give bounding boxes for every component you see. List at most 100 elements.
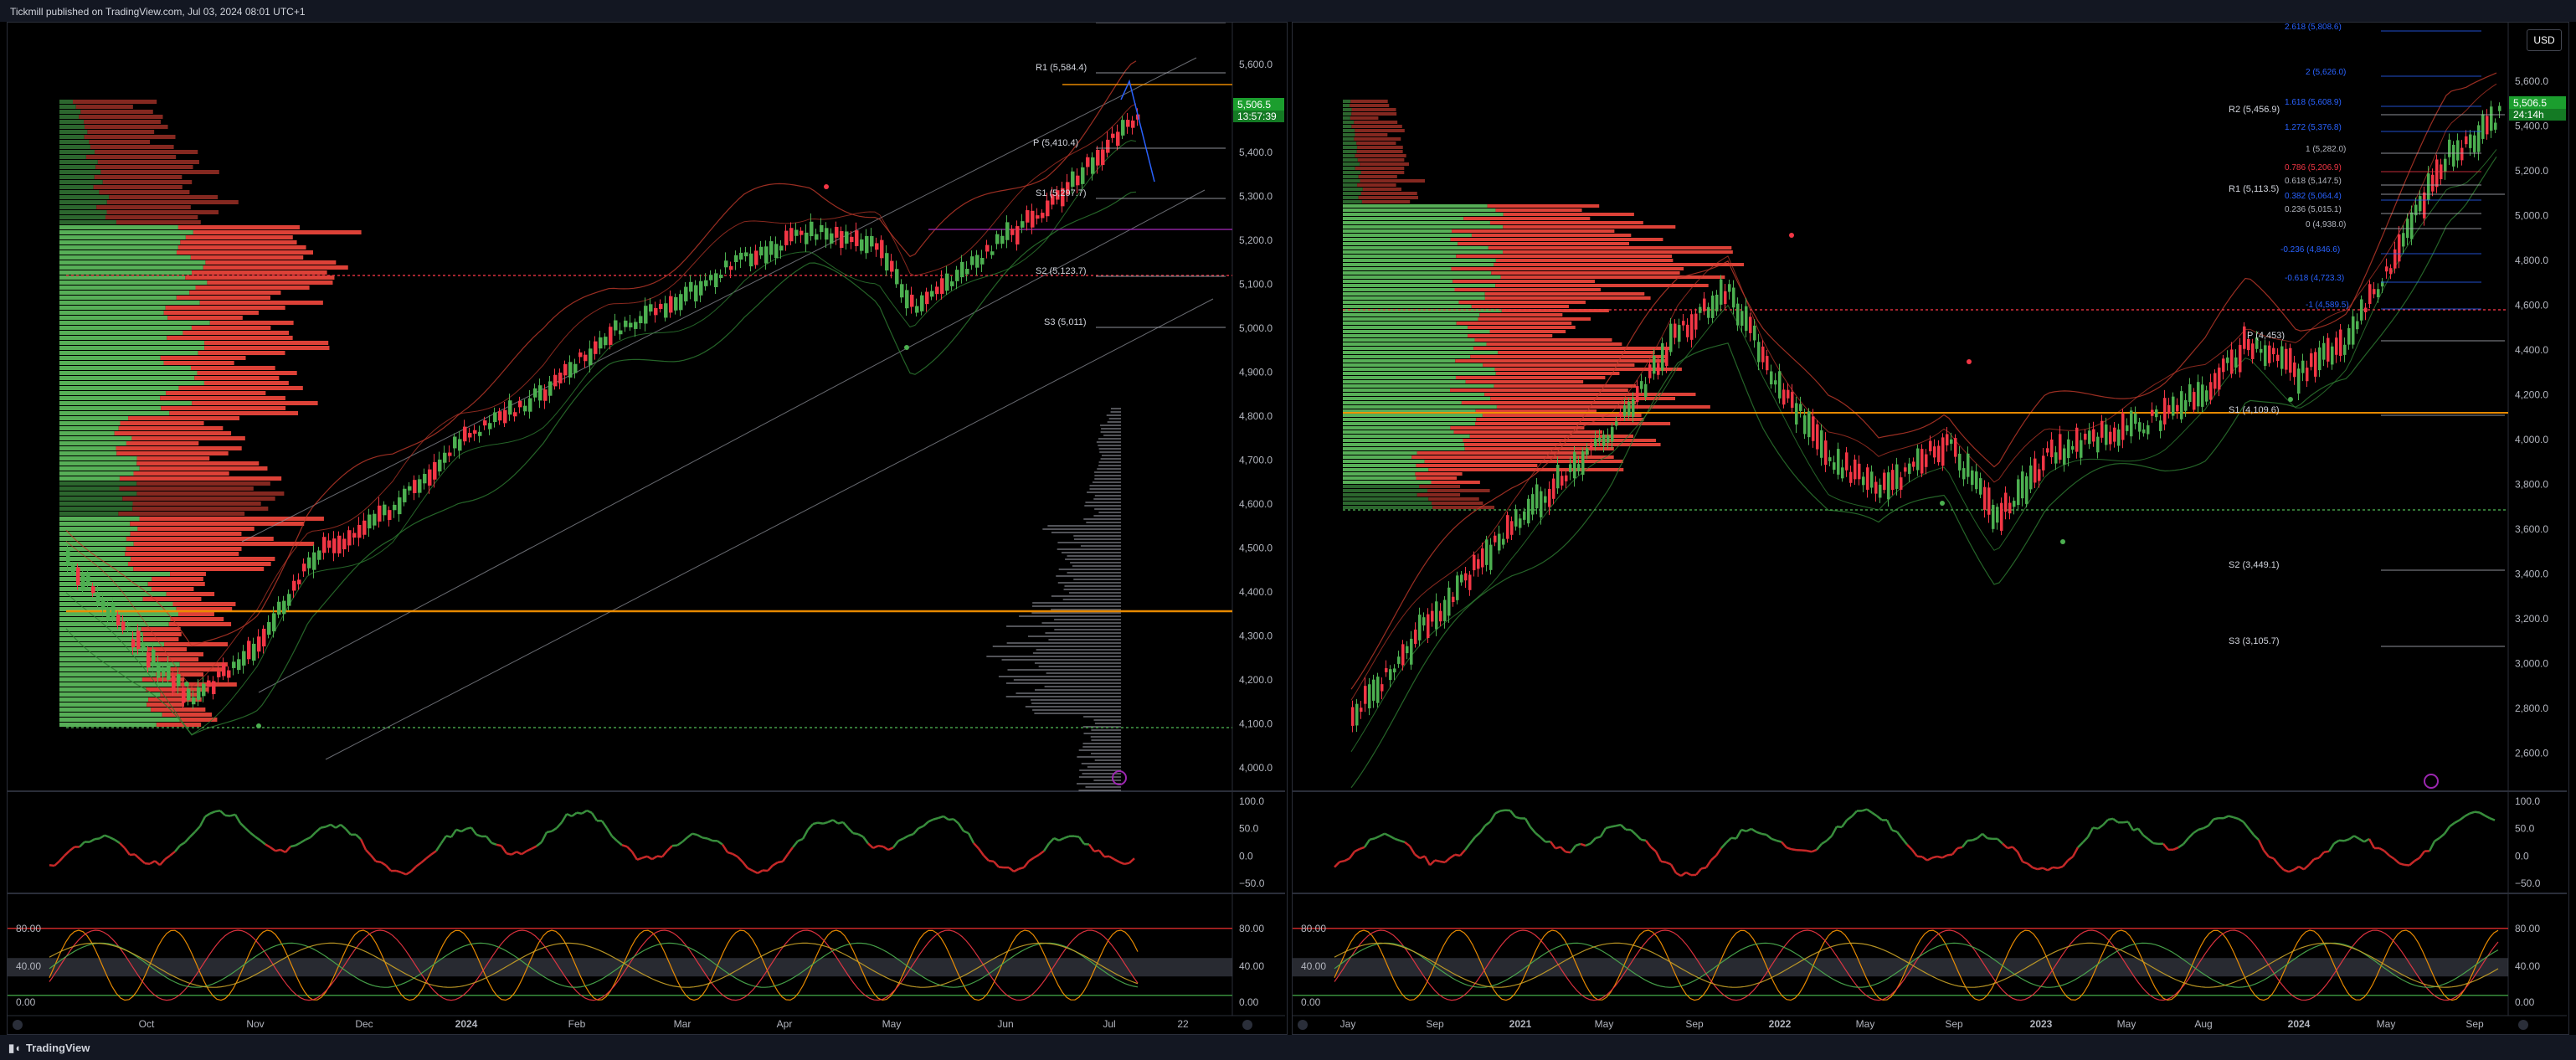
oscillator-line-segment [2489,817,2496,821]
candle [1937,445,1941,463]
oscillator-line-segment [415,862,422,867]
volume-profile-bar-up [59,130,88,134]
session-volume-bar [1054,629,1121,630]
volume-profile-bar-up [59,240,181,244]
candle [1086,157,1090,167]
candle [1360,708,1363,713]
oscillator-line-segment [476,833,482,838]
candle [1715,294,1719,311]
session-volume-bar [1064,585,1121,587]
time-tick-label: Jul [1103,1018,1115,1030]
volume-profile-bar-up [1343,447,1465,450]
candle [523,405,527,412]
volume-profile-bar-down [95,165,193,169]
osc2-tick-label: 40.00 [1239,960,1264,972]
oscillator-line-segment [434,842,443,852]
candle [2414,204,2418,216]
candle [1828,457,1832,461]
candle [2184,399,2188,411]
oscillator-line-segment [521,850,527,856]
candle [2431,174,2435,192]
volume-profile-bar-up [59,270,193,275]
volume-profile-bar-up [1343,238,1451,241]
volume-profile-bar-up [1343,271,1492,275]
candle [578,352,583,358]
candle [1401,644,1405,666]
osc1-tick-label: 0.0 [2515,850,2529,862]
candle [543,389,548,401]
oscillator-line-segment [2002,842,2008,849]
candle [1431,610,1434,622]
oscillator-line-segment [496,843,502,847]
left-chart-panel[interactable]: R2 (5,697.1)R1 (5,584.4)P (5,410.4)S1 (5… [7,22,1288,1035]
session-volume-bar [1093,515,1121,517]
candle [1056,190,1060,200]
volume-profile-bar-down [1452,229,1615,233]
oscillator-line-segment [2071,846,2080,857]
oscillator-line-segment [123,847,131,856]
session-volume-bar [1101,428,1121,430]
candle [2465,136,2468,145]
tradingview-brand[interactable]: ▮◖ TradingView [8,1042,90,1055]
volume-profile-bar-down [1456,322,1572,325]
volume-profile-bar-down [131,436,245,440]
currency-button[interactable]: USD [2527,29,2562,51]
volume-profile-bar-down [1450,238,1663,241]
oscillator-line-segment [1756,831,1762,836]
candle [136,630,141,650]
volume-profile-bar-down [1416,476,1458,480]
candle [1895,464,1899,489]
candle [1690,314,1694,340]
oscillator-line-segment [1811,848,1818,853]
candle [1552,478,1555,499]
candle [116,614,121,625]
pivot-dot [2060,539,2065,544]
session-volume-bar [1034,662,1121,664]
candle [1782,389,1786,405]
volume-profile-bar-up [1343,497,1429,501]
pivot-label: R1 (5,584.4) [1036,63,1087,73]
candle [2469,134,2472,148]
session-volume-bar [1091,753,1121,754]
candle [1883,472,1886,491]
volume-profile-bar-down [147,652,204,656]
oscillator-line-segment [2047,866,2054,872]
volume-profile-bar-down [1451,267,1684,270]
candle [975,255,979,268]
candle [2385,266,2388,272]
candle [2410,212,2414,239]
volume-profile-bar-down [75,105,133,109]
session-volume-bar [1025,706,1121,708]
candle [2080,440,2083,458]
candle [1837,449,1840,475]
volume-profile-bar-up [59,140,90,144]
session-volume-bar [1090,736,1121,738]
volume-profile-bar-up [1343,481,1432,484]
volume-profile-bar-up [1343,158,1358,162]
oscillator-line-segment [2253,834,2260,841]
candle [1975,471,1978,490]
oscillator-line-segment [2243,821,2250,830]
candle [2151,409,2154,416]
candle [1908,463,1911,474]
volume-profile-bar-down [139,466,268,471]
oscillator-line-segment [957,822,965,832]
volume-profile-bar-up [1343,129,1355,132]
volume-profile-bar-up [59,466,140,471]
candle [2134,413,2137,425]
brand-label: TradingView [26,1042,90,1054]
volume-profile-bar-down [168,622,232,626]
oscillator-line-segment [1836,825,1843,829]
candle [935,286,939,295]
right-chart-panel[interactable]: USD R2 (5,456.9) R1 (5,113.5) P (4,453) S1 … [1292,22,2569,1035]
candle [2427,173,2430,200]
candle [2197,382,2200,407]
oscillator-line-segment [1830,826,1838,836]
oscillator-line-segment [1423,855,1432,866]
session-volume-bar [1067,572,1121,574]
candle [2289,347,2292,373]
candle [483,420,487,426]
oscillator-line-segment [1454,853,1461,857]
candle [800,230,804,235]
oscillator-line-segment [1569,845,1577,853]
